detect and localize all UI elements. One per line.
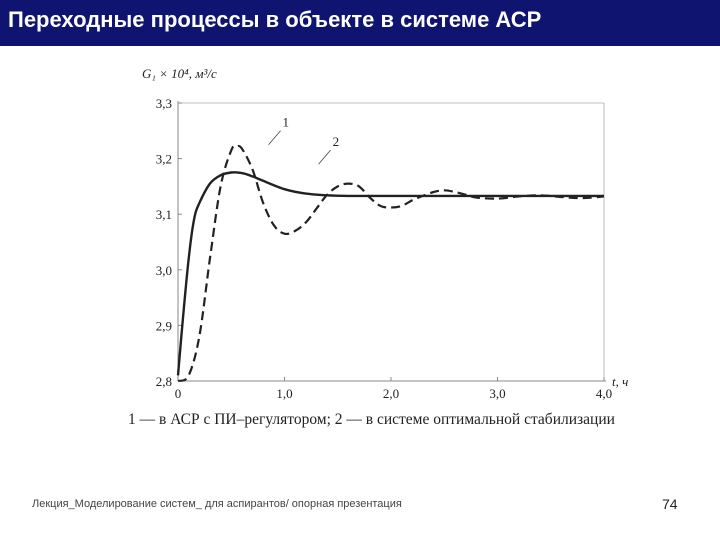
title-bar: Переходные процессы в объекте в системе … — [0, 0, 720, 46]
annotation-label-2: 2 — [333, 134, 340, 149]
chart-axes — [177, 101, 606, 382]
x-tick-label: 2,0 — [383, 386, 399, 401]
series-2-line — [176, 171, 604, 376]
x-axis-label: t, ч — [612, 374, 628, 389]
chart-caption: 1 — в АСР с ПИ–регулятором; 2 — в систем… — [128, 411, 615, 428]
y-tick-label: 3,1 — [156, 207, 172, 222]
chart-ticks: 2,8 2,9 3,0 3,1 3,2 3,3 0 1,0 2,0 3,0 4,0 — [156, 96, 612, 401]
x-tick-label: 3,0 — [489, 386, 505, 401]
footer-text: Лекция_Моделирование систем_ для аспиран… — [32, 498, 402, 510]
annotation-leader-1 — [268, 130, 281, 145]
y-tick-label: 2,8 — [156, 374, 172, 389]
x-tick-label: 4,0 — [596, 386, 612, 401]
annotation-leader-2 — [318, 149, 331, 165]
chart-curves — [176, 144, 605, 383]
y-axis-label: G₁ × 10⁴, м³/с — [142, 66, 217, 81]
y-tick-label: 3,2 — [156, 152, 172, 167]
x-tick-label: 1,0 — [276, 386, 292, 401]
page-number: 74 — [662, 496, 678, 512]
slide-title: Переходные процессы в объекте в системе … — [8, 7, 542, 32]
annotation-label-1: 1 — [283, 115, 290, 130]
x-tick-label: 0 — [175, 386, 182, 401]
chart-labels: G₁ × 10⁴, м³/с t, ч 1 2 — [142, 66, 628, 389]
series-1-line — [177, 144, 605, 383]
y-tick-label: 2,9 — [156, 318, 172, 333]
y-tick-label: 3,0 — [156, 263, 172, 278]
y-tick-label: 3,3 — [156, 96, 172, 111]
